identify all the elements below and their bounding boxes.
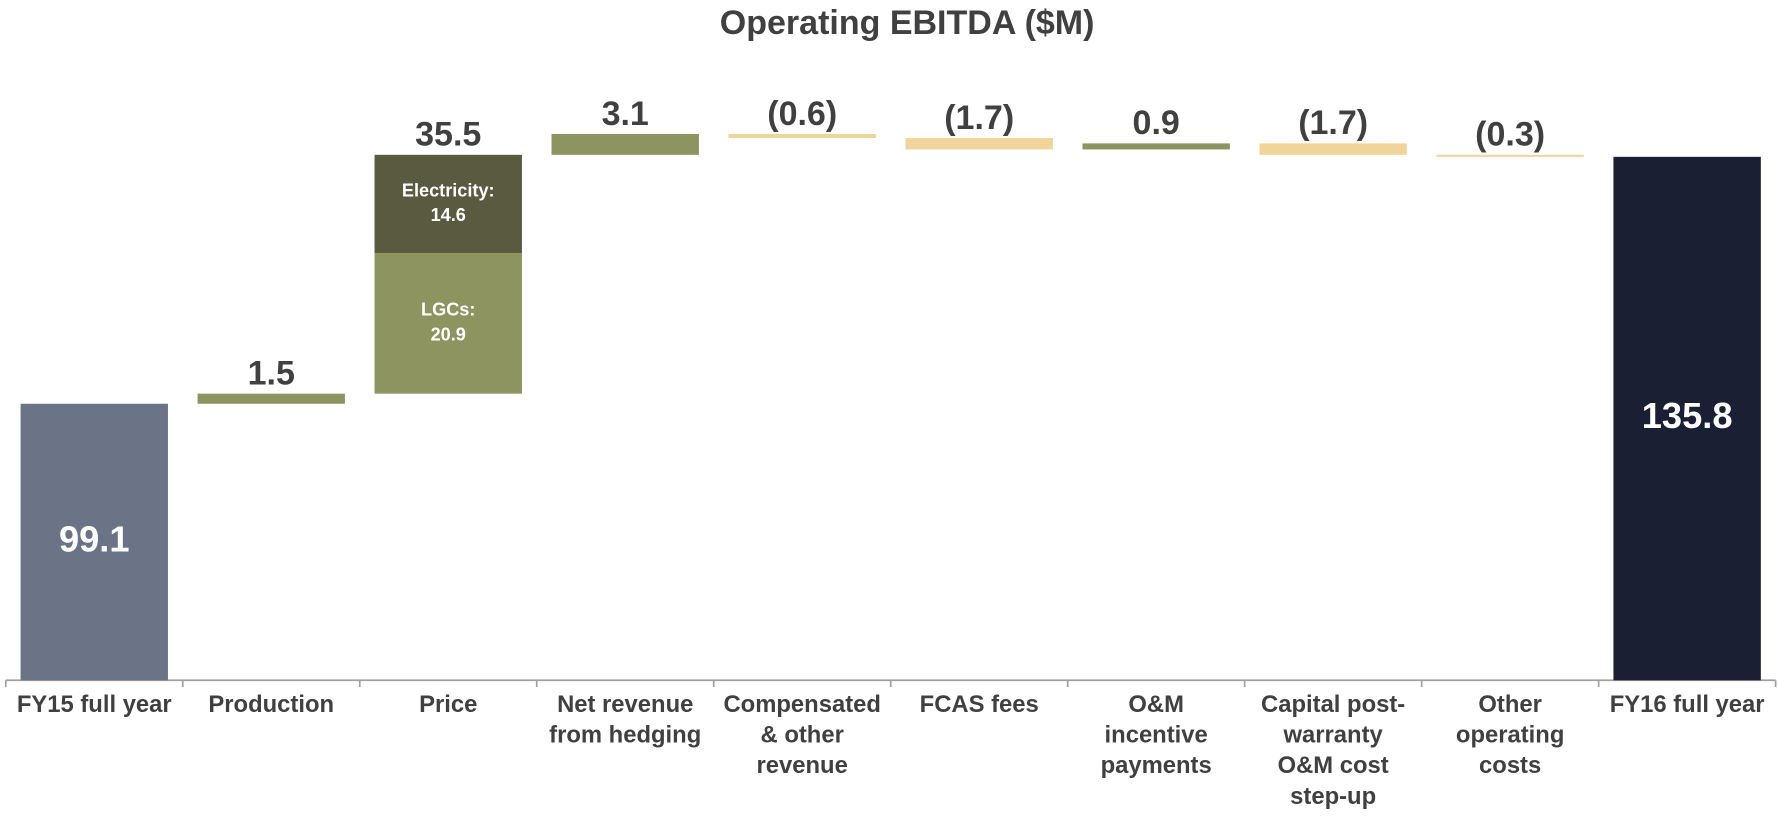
x-tick-label: Net revenue from hedging xyxy=(549,691,702,749)
x-label-box: Price xyxy=(419,691,478,718)
step-bar xyxy=(197,393,345,404)
x-label-box: O&M incentive payments xyxy=(1100,691,1212,779)
step-bar xyxy=(1259,143,1407,155)
value-label: (0.6) xyxy=(767,95,837,133)
x-tick-label: FY15 full year xyxy=(16,691,172,718)
step-bar xyxy=(905,137,1053,150)
step-bar xyxy=(551,133,699,155)
total-bar xyxy=(1613,156,1761,681)
value-label: 0.9 xyxy=(1133,104,1180,142)
breakdown-segment xyxy=(374,253,522,394)
x-tick-label: FCAS fees xyxy=(919,691,1039,718)
x-tick-label: O&M incentive payments xyxy=(1100,691,1212,779)
x-label-box: Compensated & other revenue xyxy=(723,691,881,779)
x-tick-label: Price xyxy=(419,691,478,718)
step-bar xyxy=(1082,143,1230,150)
value-label: 135.8 xyxy=(1642,395,1733,436)
value-label: 1.5 xyxy=(248,355,295,393)
x-label-box: Net revenue from hedging xyxy=(549,691,702,749)
x-label-box: FY16 full year xyxy=(1609,691,1765,718)
value-label: (1.7) xyxy=(944,99,1014,137)
value-label: (1.7) xyxy=(1298,104,1368,142)
x-label-box: Other operating costs xyxy=(1455,691,1565,779)
x-label-box: Capital post- warranty O&M cost step-up xyxy=(1261,691,1406,810)
x-tick-label: Compensated & other revenue xyxy=(723,691,881,779)
breakdown-value: 14.6 xyxy=(431,205,466,225)
x-tick-label: Production xyxy=(208,691,335,718)
breakdown-name: Electricity: xyxy=(402,180,495,200)
step-bar xyxy=(1436,154,1584,157)
x-label-box: FCAS fees xyxy=(919,691,1039,718)
x-tick-label: Other operating costs xyxy=(1455,691,1565,779)
value-label: 3.1 xyxy=(602,95,649,133)
breakdown-value: 20.9 xyxy=(431,325,466,345)
total-bar xyxy=(20,403,168,681)
value-label: 35.5 xyxy=(415,116,481,154)
breakdown-name: LGCs: xyxy=(421,300,475,320)
x-tick-label: Capital post- warranty O&M cost step-up xyxy=(1261,691,1406,810)
value-label: 99.1 xyxy=(59,519,130,560)
breakdown-segment xyxy=(374,154,522,254)
chart-title: Operating EBITDA ($M) xyxy=(720,4,1095,42)
x-tick-label: FY16 full year xyxy=(1609,691,1765,718)
value-label: (0.3) xyxy=(1475,116,1545,154)
x-label-box: FY15 full year xyxy=(16,691,172,718)
x-label-box: Production xyxy=(208,691,335,718)
step-bar xyxy=(728,133,876,138)
